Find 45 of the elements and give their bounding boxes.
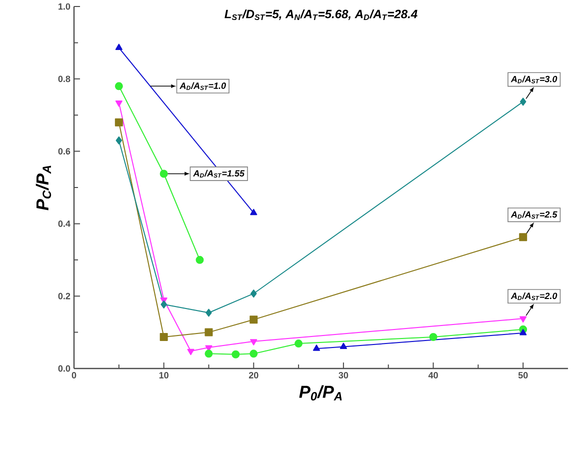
y-tick-label: 0.4 [58,220,70,228]
point [160,333,168,342]
point [250,339,258,346]
y-tick-label: 0.8 [58,76,70,82]
y-axis-title: P$_{C}$/P$_{A}$ [36,166,52,211]
point [196,256,204,264]
point [340,343,347,350]
y-tick-label: 0.2 [58,293,70,300]
point [294,340,303,348]
y-tick-label: 0.6 [58,148,70,155]
chart-title: L$_{ST}$/D$_{ST}$=5, A$_{N}$/A$_{T}$=5.68, A$_{D}$/A$_{T}$=28.4 [224,10,418,20]
annotation: A$_{D}$/A$_{ST}$=2.5 [510,211,558,219]
point [114,118,123,127]
point [520,98,526,106]
point [312,344,320,352]
point [115,100,122,108]
point [204,328,213,337]
annotation: A$_{D}$/A$_{ST}$=1.55 [193,170,245,178]
x-tick-label: 10 [159,372,168,379]
y-tick-label: 1.0 [58,4,70,10]
point [520,329,527,336]
point [187,349,194,356]
point [160,300,167,309]
point [519,233,528,242]
x-axis-title: P$_{0}$/P$_{A}$ [299,386,342,401]
point [160,170,168,178]
point [429,333,438,342]
point [250,290,257,298]
point [250,350,258,358]
point [204,350,213,358]
x-tick-label: 50 [518,372,528,379]
annotation: A$_{D}$/A$_{ST}$=2.0 [510,292,558,300]
point [114,82,123,90]
x-tick-label: 20 [248,372,258,379]
point [520,316,527,323]
point [232,350,240,359]
x-tick-label: 40 [428,372,438,379]
point [250,316,258,324]
annotation: A$_{D}$/A$_{ST}$=3.0 [510,76,558,84]
x-tick-label: 30 [338,372,348,379]
point [206,309,212,318]
y-tick-label: 0.0 [58,366,70,372]
x-tick-label: 0 [72,372,76,379]
point [116,136,122,145]
annotation: A$_{D}$/A$_{ST}$=1.0 [180,82,226,90]
